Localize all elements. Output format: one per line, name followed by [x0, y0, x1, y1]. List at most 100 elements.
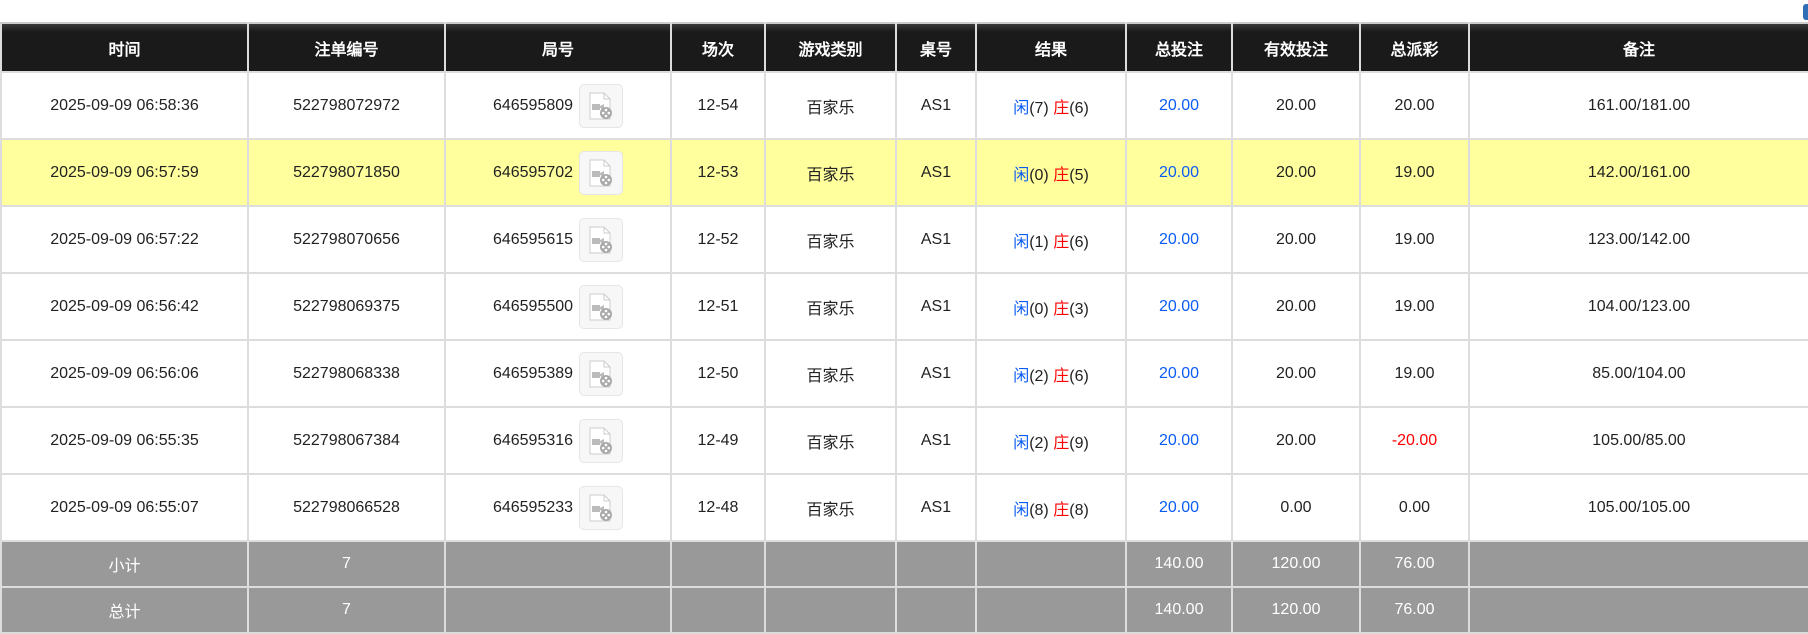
- player-score: (2): [1029, 434, 1049, 452]
- cell-valid-bet: 20.00: [1231, 406, 1361, 475]
- total-total-bet: 140.00: [1125, 586, 1233, 634]
- cell-session: 12-48: [670, 473, 766, 542]
- banker-label: 庄: [1053, 166, 1070, 184]
- player-label: 闲: [1013, 434, 1030, 452]
- table-row[interactable]: 2025-09-09 06:57:59 522798071850 6465957…: [0, 138, 1808, 207]
- cell-time: 2025-09-09 06:56:42: [0, 272, 249, 341]
- player-label: 闲: [1013, 99, 1030, 117]
- cell-total-bet: 20.00: [1125, 71, 1233, 140]
- table-row[interactable]: 2025-09-09 06:58:36 522798072972 6465958…: [0, 71, 1808, 140]
- cell-total-bet: 20.00: [1125, 138, 1233, 207]
- banker-label: 庄: [1053, 367, 1070, 385]
- cell-table-no: AS1: [895, 138, 977, 207]
- video-file-icon[interactable]: [579, 150, 624, 195]
- banker-score: (6): [1069, 99, 1089, 117]
- cell-table-no: AS1: [895, 205, 977, 274]
- cell-table-no: AS1: [895, 473, 977, 542]
- round-number: 646595233: [492, 498, 574, 516]
- player-score: (8): [1029, 501, 1049, 519]
- banker-label: 庄: [1053, 233, 1070, 251]
- cell-round: 646595615: [444, 205, 672, 274]
- player-score: (2): [1029, 367, 1049, 385]
- cell-game-type: 百家乐: [764, 339, 897, 408]
- cell-round: 646595389: [444, 339, 672, 408]
- banker-score: (3): [1069, 300, 1089, 318]
- header-note: 备注: [1468, 22, 1808, 73]
- cell-result: 闲(8) 庄(8): [975, 473, 1127, 542]
- player-label: 闲: [1013, 501, 1030, 519]
- cell-note: 85.00/104.00: [1468, 339, 1808, 408]
- cell-payout: 20.00: [1359, 71, 1470, 140]
- cell-bet-id: 522798072972: [247, 71, 446, 140]
- banker-label: 庄: [1053, 300, 1070, 318]
- cell-payout: 19.00: [1359, 138, 1470, 207]
- cell-result: 闲(2) 庄(9): [975, 406, 1127, 475]
- header-time: 时间: [0, 22, 249, 73]
- round-number: 646595615: [492, 230, 574, 248]
- video-file-icon[interactable]: [579, 217, 624, 262]
- cell-bet-id: 522798070656: [247, 205, 446, 274]
- header-round: 局号: [444, 22, 672, 73]
- cell-result: 闲(0) 庄(5): [975, 138, 1127, 207]
- cell-round: 646595702: [444, 138, 672, 207]
- table-row[interactable]: 2025-09-09 06:57:22 522798070656 6465956…: [0, 205, 1808, 274]
- cell-bet-id: 522798069375: [247, 272, 446, 341]
- banker-score: (8): [1069, 501, 1089, 519]
- banker-label: 庄: [1053, 501, 1070, 519]
- video-file-icon[interactable]: [579, 351, 624, 396]
- round-number: 646595500: [492, 297, 574, 315]
- table-row[interactable]: 2025-09-09 06:55:35 522798067384 6465953…: [0, 406, 1808, 475]
- corner-widget[interactable]: [1803, 4, 1808, 20]
- subtotal-valid-bet: 120.00: [1231, 540, 1361, 588]
- cell-time: 2025-09-09 06:55:35: [0, 406, 249, 475]
- table-row[interactable]: 2025-09-09 06:56:42 522798069375 6465955…: [0, 272, 1808, 341]
- cell-total-bet: 20.00: [1125, 205, 1233, 274]
- cell-time: 2025-09-09 06:55:07: [0, 473, 249, 542]
- player-label: 闲: [1013, 367, 1030, 385]
- cell-payout: 19.00: [1359, 339, 1470, 408]
- video-file-icon[interactable]: [579, 83, 624, 128]
- banker-label: 庄: [1053, 434, 1070, 452]
- header-session: 场次: [670, 22, 766, 73]
- table-header: 时间 注单编号 局号 场次 游戏类别 桌号 结果 总投注 有效投注 总派彩 备注: [0, 22, 1808, 73]
- cell-valid-bet: 20.00: [1231, 339, 1361, 408]
- video-file-icon[interactable]: [579, 418, 624, 463]
- cell-session: 12-50: [670, 339, 766, 408]
- cell-valid-bet: 20.00: [1231, 138, 1361, 207]
- player-score: (0): [1029, 300, 1049, 318]
- cell-payout: 0.00: [1359, 473, 1470, 542]
- cell-table-no: AS1: [895, 71, 977, 140]
- header-payout: 总派彩: [1359, 22, 1470, 73]
- player-label: 闲: [1013, 300, 1030, 318]
- total-payout: 76.00: [1359, 586, 1470, 634]
- video-file-icon[interactable]: [579, 284, 624, 329]
- bet-records-table: 时间 注单编号 局号 场次 游戏类别 桌号 结果 总投注 有效投注 总派彩 备注 2025-09-0…: [0, 22, 1808, 634]
- cell-round: 646595316: [444, 406, 672, 475]
- cell-payout: -20.00: [1359, 406, 1470, 475]
- total-count: 7: [247, 586, 446, 634]
- banker-score: (5): [1069, 166, 1089, 184]
- video-file-icon[interactable]: [579, 485, 624, 530]
- cell-session: 12-54: [670, 71, 766, 140]
- header-game-type: 游戏类别: [764, 22, 897, 73]
- header-total-bet: 总投注: [1125, 22, 1233, 73]
- header-result: 结果: [975, 22, 1127, 73]
- cell-session: 12-53: [670, 138, 766, 207]
- player-label: 闲: [1013, 233, 1030, 251]
- cell-time: 2025-09-09 06:56:06: [0, 339, 249, 408]
- banker-label: 庄: [1053, 99, 1070, 117]
- round-number: 646595702: [492, 163, 574, 181]
- table-row[interactable]: 2025-09-09 06:55:07 522798066528 6465952…: [0, 473, 1808, 542]
- cell-game-type: 百家乐: [764, 406, 897, 475]
- cell-time: 2025-09-09 06:57:59: [0, 138, 249, 207]
- cell-valid-bet: 20.00: [1231, 205, 1361, 274]
- cell-game-type: 百家乐: [764, 473, 897, 542]
- total-valid-bet: 120.00: [1231, 586, 1361, 634]
- cell-total-bet: 20.00: [1125, 339, 1233, 408]
- cell-game-type: 百家乐: [764, 138, 897, 207]
- round-number: 646595316: [492, 431, 574, 449]
- cell-result: 闲(1) 庄(6): [975, 205, 1127, 274]
- subtotal-count: 7: [247, 540, 446, 588]
- table-row[interactable]: 2025-09-09 06:56:06 522798068338 6465953…: [0, 339, 1808, 408]
- cell-valid-bet: 0.00: [1231, 473, 1361, 542]
